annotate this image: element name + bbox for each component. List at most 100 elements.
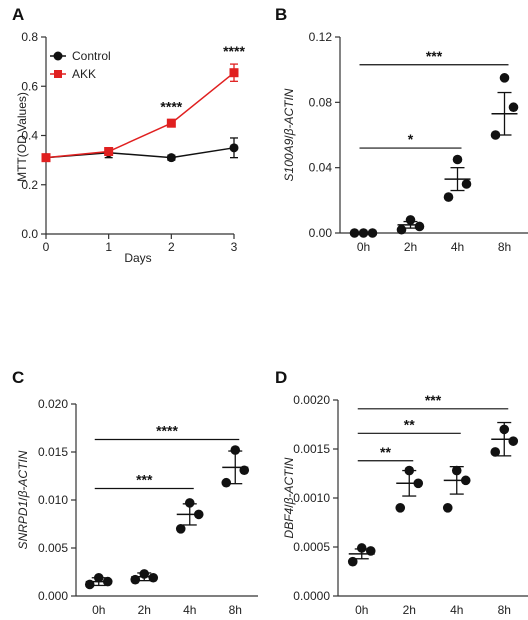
- panel-b-data-point: [414, 221, 425, 232]
- legend-akk-label: AKK: [72, 67, 96, 81]
- panel-c-ytick-label: 0.015: [38, 445, 68, 459]
- panel-c-scatter-chart: 0.000 0.005 0.010 0.015 0.020 0h 2h 4h 8h SNRPD1/…: [16, 397, 258, 617]
- significance-label: ****: [223, 43, 245, 59]
- panel-c-xtick-label: 8h: [229, 603, 242, 617]
- panel-b-data-point: [396, 224, 407, 235]
- panel-d-significance-label: **: [404, 416, 415, 432]
- panel-c-ylabel: SNRPD1/β-ACTIN: [16, 450, 30, 549]
- panel-a-xtick-label: 1: [105, 240, 112, 254]
- panel-c-data-point: [84, 579, 95, 590]
- panel-d-data-point: [413, 478, 424, 489]
- panel-a-ytick-label: 0.2: [21, 178, 38, 192]
- panel-b-xtick-label: 0h: [357, 240, 370, 254]
- panel-d-xtick-label: 2h: [403, 603, 416, 617]
- panel-b-significance-label: *: [408, 131, 414, 147]
- panel-a-ytick-label: 0.4: [21, 129, 38, 143]
- panel-b-xtick-label: 4h: [451, 240, 464, 254]
- data-point-control: [166, 153, 176, 163]
- panel-c-data-point: [130, 574, 141, 585]
- panel-c-data-point: [139, 569, 150, 579]
- panel-d-significance-label: **: [380, 444, 391, 460]
- panel-b-data-point: [452, 154, 463, 165]
- panel-d-data-point: [404, 465, 415, 476]
- legend-akk-marker: [54, 70, 62, 78]
- panel-a-ytick-label: 0.6: [21, 79, 38, 93]
- panel-label-d: D: [275, 368, 287, 387]
- panel-c-data-point: [175, 524, 186, 534]
- panel-b-data-point: [367, 228, 378, 238]
- panel-b-ylabel: S100A9/β-ACTIN: [282, 88, 296, 181]
- panel-b-ylabel-ref: β-ACTIN: [282, 88, 296, 136]
- panel-c-data-point: [102, 576, 113, 587]
- significance-label: ****: [160, 98, 182, 114]
- panel-a-xtick-label: 3: [231, 240, 238, 254]
- panel-label-c: C: [12, 368, 24, 387]
- panel-b-ylabel-gene: S100A9: [282, 138, 296, 181]
- panel-b-xtick-label: 8h: [498, 240, 511, 254]
- panel-c-xtick-label: 4h: [183, 603, 196, 617]
- panel-d-xtick-label: 8h: [498, 603, 511, 617]
- panel-b-significance-label: ***: [426, 48, 443, 64]
- panel-b-data-point: [358, 228, 369, 238]
- panel-a-xtick-label: 2: [168, 240, 175, 254]
- legend-control-marker: [53, 51, 63, 61]
- panel-a-ylabel: MTT(OD Values): [15, 92, 29, 182]
- panel-a-xtick-label: 0: [43, 240, 50, 254]
- panel-d-data-point: [395, 503, 406, 513]
- panel-d-ylabel-ref: β-ACTIN: [282, 457, 296, 505]
- panel-d-ytick-label: 0.0005: [293, 540, 330, 554]
- panel-c-significance-label: ****: [156, 423, 178, 439]
- panel-c-ylabel-ref: β-ACTIN: [16, 450, 30, 498]
- panel-d-ytick-label: 0.0000: [293, 589, 330, 603]
- panel-a-line-chart: MTT(OD Values) Days Control AKK 0.0 0.2 0.…: [15, 30, 245, 265]
- panel-b-ytick-label: 0.00: [309, 226, 333, 240]
- series-line-control: [45, 147, 235, 159]
- panel-c-significance-label: ***: [136, 471, 153, 487]
- panel-c-ylabel-slash: /: [16, 497, 30, 501]
- panel-b-data-point: [490, 130, 501, 140]
- panel-b-data-point: [349, 228, 360, 238]
- panel-d-ylabel: DBF4/β-ACTIN: [282, 457, 296, 538]
- panel-c-data-point: [193, 509, 204, 520]
- panel-d-ylabel-gene: DBF4: [282, 507, 296, 538]
- data-point-akk: [41, 153, 51, 163]
- panel-d-data-point: [442, 503, 453, 513]
- panel-d-ytick-label: 0.0015: [293, 442, 330, 456]
- panel-d-xtick-label: 4h: [450, 603, 463, 617]
- panel-c-data-point: [184, 498, 195, 508]
- panel-a-legend: Control AKK: [50, 49, 111, 81]
- series-line-akk: [45, 72, 235, 159]
- panel-b-data-point: [508, 102, 519, 113]
- panel-c-xtick-label: 2h: [138, 603, 151, 617]
- panel-label-b: B: [275, 5, 287, 24]
- panel-c-ytick-label: 0.010: [38, 493, 68, 507]
- panel-b-data-point: [461, 179, 472, 189]
- panel-a-xlabel: Days: [124, 251, 151, 265]
- panel-b-data-point: [499, 73, 510, 83]
- panel-b-ytick-label: 0.04: [309, 161, 333, 175]
- panel-a-ytick-label: 0.8: [21, 30, 38, 44]
- data-point-akk: [229, 68, 239, 78]
- panel-d-ytick-label: 0.0010: [293, 491, 330, 505]
- panel-label-a: A: [12, 5, 24, 24]
- panel-b-ylabel-slash: /: [282, 135, 296, 139]
- data-point-control: [229, 143, 239, 153]
- panel-c-xtick-label: 0h: [92, 603, 105, 617]
- panel-d-data-point: [365, 546, 376, 556]
- panel-b-data-point: [405, 215, 416, 225]
- panel-d-data-point: [460, 475, 471, 486]
- panel-d-data-point: [508, 436, 519, 446]
- panel-d-data-point: [490, 447, 501, 457]
- panel-b-ytick-label: 0.08: [309, 95, 333, 109]
- panel-d-data-point: [347, 556, 358, 567]
- data-point-akk: [104, 147, 114, 157]
- panel-a-ytick-label: 0.0: [21, 227, 38, 241]
- panel-b-data-point: [443, 192, 454, 202]
- panel-d-ylabel-slash: /: [282, 504, 296, 508]
- panel-d-data-point: [499, 424, 510, 435]
- panel-d-xtick-label: 0h: [355, 603, 368, 617]
- panel-c-ytick-label: 0.005: [38, 541, 68, 555]
- panel-d-significance-label: ***: [425, 392, 442, 408]
